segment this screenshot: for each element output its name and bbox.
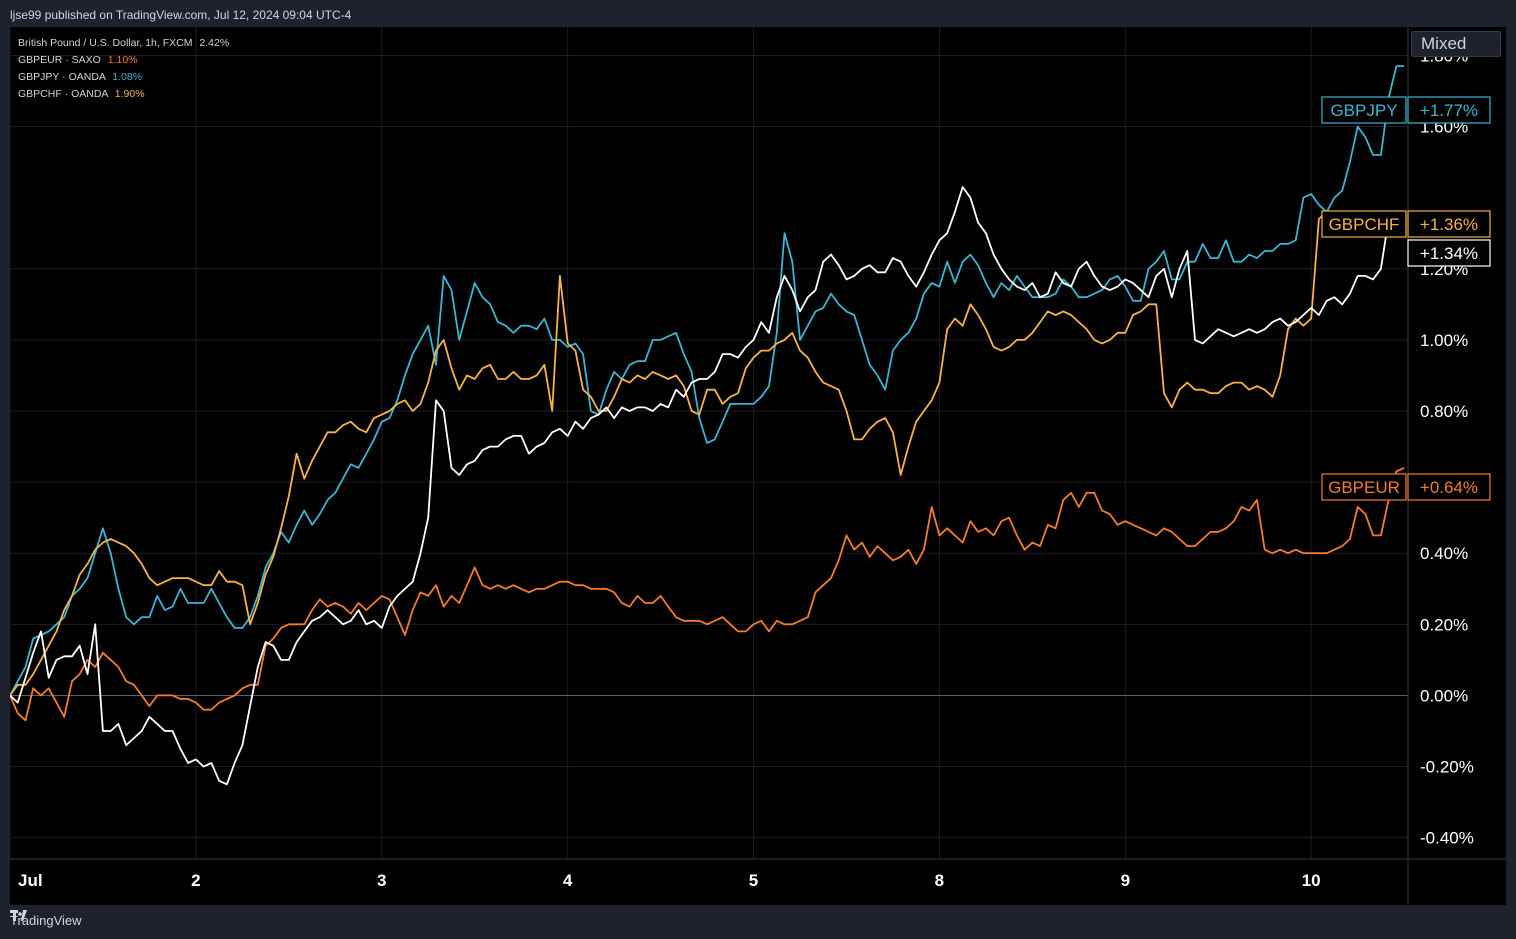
legend-item-gbpchf[interactable]: GBPCHF · OANDA 1.90%: [18, 86, 229, 103]
x-tick-label: 8: [935, 871, 944, 890]
series-line-gbpjpy: [10, 65, 1405, 696]
footer-brand-label: TradingView: [10, 913, 82, 928]
x-tick-label: Jul: [18, 871, 43, 890]
y-tick-label: 0.80%: [1420, 402, 1468, 421]
x-tick-label: 10: [1302, 871, 1321, 890]
footer-brand[interactable]: TradingView: [10, 910, 82, 932]
y-axis: 1.80%1.60%1.20%1.00%0.80%0.60%0.40%0.20%…: [1420, 46, 1474, 847]
legend-item-label: GBPEUR · SAXO: [18, 54, 101, 66]
badge-name: GBPEUR: [1328, 478, 1400, 497]
scale-mode-button[interactable]: Mixed: [1411, 31, 1501, 57]
series-line-gbpeur: [10, 467, 1405, 722]
last-value-badge-gbpeur: +0.64% GBPEUR: [1321, 473, 1491, 501]
badge-box: [1407, 473, 1491, 501]
legend-item-label: GBPCHF · OANDA: [18, 88, 108, 100]
x-tick-label: 5: [749, 871, 758, 890]
badge-box: [1407, 96, 1491, 124]
published-line: ljse99 published on TradingView.com, Jul…: [10, 8, 352, 22]
comparison-chart[interactable]: 1.80%1.60%1.20%1.00%0.80%0.60%0.40%0.20%…: [10, 27, 1506, 905]
x-axis: Jul 2 3 4 5 8 9 10: [18, 871, 1321, 890]
series-line-gbpusd: [10, 186, 1405, 786]
last-value-badge-gbpjpy: +1.77% GBPJPY: [1321, 96, 1491, 124]
y-tick-label: 0.20%: [1420, 615, 1468, 634]
chart-frame[interactable]: 1.80%1.60%1.20%1.00%0.80%0.60%0.40%0.20%…: [10, 27, 1506, 905]
legend-item-gbpjpy[interactable]: GBPJPY · OANDA 1.08%: [18, 69, 229, 86]
last-value-badges: +0.64%GBPEUR+1.77%GBPJPY+1.36%GBPCHF+1.3…: [1321, 96, 1491, 501]
chart-legend: British Pound / U.S. Dollar, 1h, FXCM 2.…: [18, 35, 229, 103]
legend-item-gbpeur[interactable]: GBPEUR · SAXO 1.10%: [18, 52, 229, 69]
x-tick-label: 2: [191, 871, 200, 890]
x-tick-label: 3: [377, 871, 386, 890]
series-layer: [10, 65, 1405, 786]
x-tick-label: 9: [1121, 871, 1130, 890]
y-tick-label: -0.20%: [1420, 758, 1474, 777]
y-tick-label: 0.40%: [1420, 544, 1468, 563]
y-tick-label: 0.00%: [1420, 686, 1468, 705]
y-tick-label: -0.40%: [1420, 829, 1474, 848]
badge-box: [1407, 239, 1491, 267]
badge-box: [1407, 210, 1491, 238]
badge-name: GBPJPY: [1330, 101, 1397, 120]
x-tick-label: 4: [563, 871, 573, 890]
legend-item-value: 1.10%: [107, 54, 138, 66]
legend-main-label: British Pound / U.S. Dollar, 1h, FXCM: [18, 37, 193, 49]
legend-item-label: GBPJPY · OANDA: [18, 71, 106, 83]
tradingview-logo-icon: [10, 910, 27, 921]
y-tick-label: 1.00%: [1420, 331, 1468, 350]
badge-name-box: [1321, 473, 1407, 501]
chart-grid: [10, 27, 1506, 905]
legend-item-value: 1.08%: [112, 71, 143, 83]
legend-main[interactable]: British Pound / U.S. Dollar, 1h, FXCM 2.…: [18, 35, 229, 52]
badge-value: +1.77%: [1420, 101, 1478, 120]
legend-main-value: 2.42%: [199, 37, 230, 49]
series-line-gbpchf: [10, 211, 1328, 696]
badge-value: +1.34%: [1420, 244, 1478, 263]
badge-name-box: [1321, 96, 1407, 124]
last-value-badge-gbpchf: +1.36% GBPCHF: [1321, 210, 1491, 238]
badge-value: +1.36%: [1420, 215, 1478, 234]
badge-value: +0.64%: [1420, 478, 1478, 497]
badge-name: GBPCHF: [1329, 215, 1400, 234]
last-value-badge-gbpusd: +1.34%: [1407, 239, 1491, 267]
badge-name-box: [1321, 210, 1407, 238]
legend-item-value: 1.90%: [114, 88, 145, 100]
